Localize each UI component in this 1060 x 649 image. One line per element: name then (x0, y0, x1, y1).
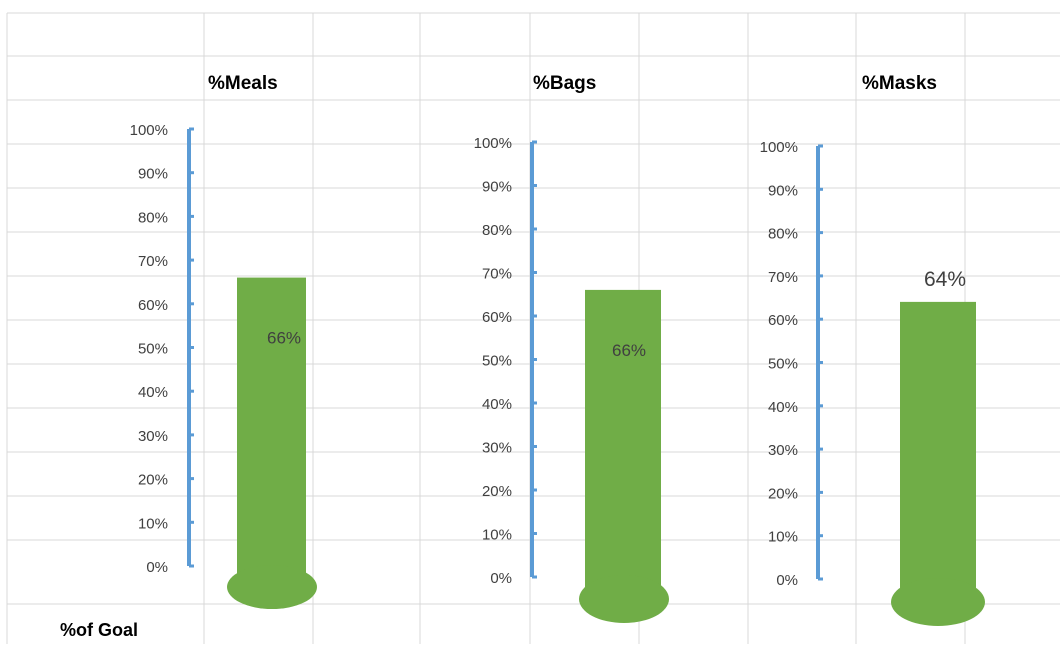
y-tick-label: 10% (768, 529, 798, 546)
y-tick-label: 100% (760, 139, 798, 156)
y-tick-label: 0% (490, 570, 512, 587)
y-tick-label: 30% (482, 440, 512, 457)
y-tick-label: 50% (138, 341, 168, 358)
y-tick-label: 90% (138, 166, 168, 183)
y-tick-label: 60% (768, 312, 798, 329)
y-tick-label: 40% (138, 384, 168, 401)
bar (237, 277, 306, 583)
y-tick-label: 20% (482, 483, 512, 500)
y-tick-label: 100% (130, 122, 168, 139)
percent-of-goal-label: %of Goal (60, 620, 139, 640)
masks-chart-title: %Masks (862, 73, 937, 94)
y-tick-label: 50% (482, 353, 512, 370)
y-tick-label: 10% (482, 527, 512, 544)
y-tick-label: 70% (138, 253, 168, 270)
data-label: 64% (924, 268, 966, 291)
meals-chart-title: %Meals (208, 73, 278, 94)
thermometer-chart-2: 0% 10% 20% 30% 40% 50% 60% 70% 80% 90% 100% 66% (474, 135, 669, 623)
y-tick-label: 60% (138, 297, 168, 314)
bags-chart-title: %Bags (533, 73, 597, 94)
y-tick-label: 20% (768, 485, 798, 502)
thermometer-chart-3: 0% 10% 20% 30% 40% 50% 60% 70% 80% 90% 100% 64% (760, 139, 985, 626)
y-tick-label: 30% (768, 442, 798, 459)
y-tick-label: 90% (768, 182, 798, 199)
y-tick-label: 0% (776, 572, 798, 589)
y-tick-label: 80% (138, 209, 168, 226)
y-tick-label: 0% (146, 559, 168, 576)
thermometer-chart-1: 0% 10% 20% 30% 40% 50% 60% 70% 80% 90% 100% 66% (130, 122, 317, 609)
y-tick-label: 20% (138, 472, 168, 489)
y-tick-label: 80% (768, 226, 798, 243)
y-tick-label: 70% (482, 266, 512, 283)
y-tick-label: 50% (768, 356, 798, 373)
data-label: 66% (612, 341, 646, 360)
y-tick-label: 10% (138, 515, 168, 532)
y-tick-label: 30% (138, 428, 168, 445)
bar (585, 289, 661, 595)
y-tick-label: 80% (482, 222, 512, 239)
y-tick-label: 100% (474, 135, 512, 152)
thermometer-bulb (579, 575, 669, 623)
y-tick-label: 60% (482, 309, 512, 326)
data-label: 66% (267, 329, 301, 348)
y-tick-label: 40% (482, 396, 512, 413)
thermometer-bulb (227, 565, 317, 609)
y-tick-label: 70% (768, 269, 798, 286)
y-tick-label: 40% (768, 399, 798, 416)
y-tick-label: 90% (482, 179, 512, 196)
thermometer-bulb (891, 578, 985, 626)
bar (900, 301, 976, 598)
